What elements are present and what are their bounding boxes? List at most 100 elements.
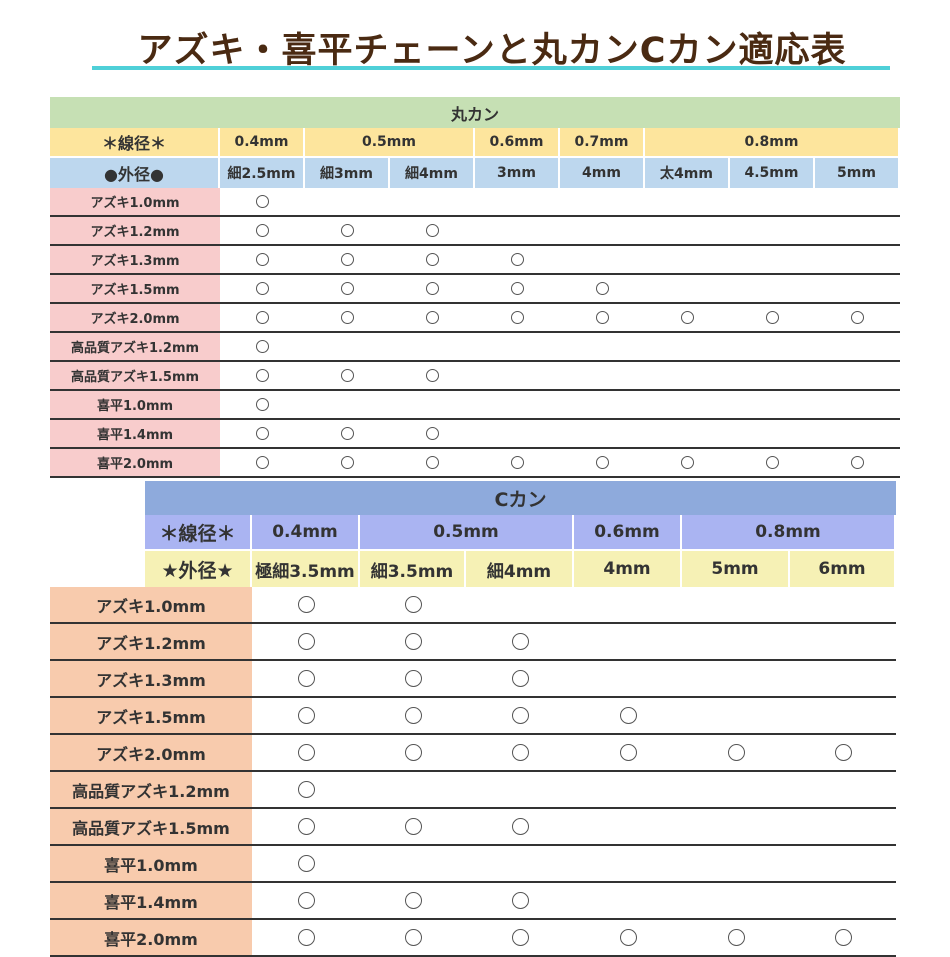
fit-circle-mark: [404, 818, 422, 835]
row-label: アズキ1.5mm: [50, 698, 252, 733]
row-label: アズキ2.0mm: [50, 735, 252, 770]
outer-diameter-header: 太4mm: [645, 158, 728, 188]
row-divider: [50, 733, 896, 735]
fit-circle-mark: [596, 456, 609, 469]
row-label: 高品質アズキ1.2mm: [50, 772, 252, 807]
fit-circle-mark: [256, 311, 269, 324]
row-label: アズキ1.3mm: [50, 661, 252, 696]
outer-label-header: ★外径★: [145, 551, 250, 587]
outer-diameter-header: 4mm: [574, 551, 680, 587]
fit-circle-mark: [404, 670, 422, 687]
fit-circle-mark: [297, 707, 315, 724]
row-label: 高品質アズキ1.2mm: [50, 333, 220, 360]
row-label: 喜平1.0mm: [50, 846, 252, 881]
fit-circle-mark: [256, 456, 269, 469]
fit-circle-mark: [341, 369, 354, 382]
outer-diameter-header: 3mm: [475, 158, 558, 188]
outer-diameter-header: 細4mm: [390, 158, 473, 188]
fit-circle-mark: [297, 929, 315, 946]
fit-circle-mark: [297, 855, 315, 872]
wire-diameter-header: 0.8mm: [645, 128, 898, 156]
fit-circle-mark: [511, 892, 529, 909]
outer-diameter-header: 細3.5mm: [360, 551, 464, 587]
row-divider: [50, 418, 900, 420]
fit-circle-mark: [727, 929, 745, 946]
row-divider: [50, 696, 896, 698]
fit-circle-mark: [341, 253, 354, 266]
fit-circle-mark: [511, 818, 529, 835]
fit-circle-mark: [681, 311, 694, 324]
wire-diameter-header: 0.8mm: [682, 515, 894, 549]
outer-diameter-header: 4.5mm: [730, 158, 813, 188]
wire-diameter-header: 0.5mm: [360, 515, 572, 549]
fit-circle-mark: [256, 282, 269, 295]
wire-label-header: ＊線径＊: [145, 515, 250, 549]
wire-diameter-header: 0.5mm: [305, 128, 473, 156]
row-divider: [50, 273, 900, 275]
row-divider: [50, 360, 900, 362]
fit-circle-mark: [341, 456, 354, 469]
fit-circle-mark: [766, 311, 779, 324]
fit-circle-mark: [404, 707, 422, 724]
row-label: 喜平2.0mm: [50, 920, 252, 955]
row-label: アズキ1.2mm: [50, 217, 220, 244]
fit-circle-mark: [297, 818, 315, 835]
fit-circle-mark: [256, 427, 269, 440]
row-label: 喜平1.0mm: [50, 391, 220, 418]
table-title: 丸カン: [50, 97, 900, 128]
row-label: 高品質アズキ1.5mm: [50, 362, 220, 389]
outer-diameter-header: 細3mm: [305, 158, 388, 188]
row-divider: [50, 918, 896, 920]
row-label: アズキ1.0mm: [50, 188, 220, 215]
row-label: アズキ1.3mm: [50, 246, 220, 273]
fit-circle-mark: [426, 224, 439, 237]
fit-circle-mark: [511, 670, 529, 687]
fit-circle-mark: [834, 744, 852, 761]
row-divider: [50, 447, 900, 449]
fit-circle-mark: [404, 929, 422, 946]
fit-circle-mark: [256, 369, 269, 382]
fit-circle-mark: [404, 892, 422, 909]
wire-label-header: ＊線径＊: [50, 128, 218, 156]
row-divider: [50, 807, 896, 809]
fit-circle-mark: [426, 253, 439, 266]
fit-circle-mark: [297, 670, 315, 687]
fit-circle-mark: [426, 311, 439, 324]
outer-diameter-header: 6mm: [790, 551, 894, 587]
fit-circle-mark: [511, 744, 529, 761]
row-divider: [50, 215, 900, 217]
row-label: 高品質アズキ1.5mm: [50, 809, 252, 844]
row-divider: [50, 389, 900, 391]
fit-circle-mark: [426, 427, 439, 440]
outer-diameter-header: 4mm: [560, 158, 643, 188]
fit-circle-mark: [681, 456, 694, 469]
row-label: アズキ2.0mm: [50, 304, 220, 331]
outer-diameter-header: 5mm: [815, 158, 898, 188]
fit-circle-mark: [511, 311, 524, 324]
fit-circle-mark: [297, 596, 315, 613]
fit-circle-mark: [341, 282, 354, 295]
fit-circle-mark: [404, 633, 422, 650]
fit-circle-mark: [256, 398, 269, 411]
outer-diameter-header: 細2.5mm: [220, 158, 303, 188]
fit-circle-mark: [404, 596, 422, 613]
row-divider: [50, 302, 900, 304]
row-label: アズキ1.0mm: [50, 587, 252, 622]
fit-circle-mark: [619, 744, 637, 761]
fit-circle-mark: [426, 369, 439, 382]
title-underline: [92, 66, 890, 70]
fit-circle-mark: [426, 282, 439, 295]
row-divider: [50, 622, 896, 624]
fit-circle-mark: [404, 744, 422, 761]
row-label: アズキ1.5mm: [50, 275, 220, 302]
fit-circle-mark: [727, 744, 745, 761]
row-label: 喜平1.4mm: [50, 883, 252, 918]
fit-circle-mark: [297, 892, 315, 909]
fit-circle-mark: [511, 253, 524, 266]
row-label: アズキ1.2mm: [50, 624, 252, 659]
fit-circle-mark: [256, 195, 269, 208]
wire-diameter-header: 0.6mm: [475, 128, 558, 156]
fit-circle-mark: [619, 929, 637, 946]
fit-circle-mark: [256, 224, 269, 237]
row-divider: [50, 476, 900, 478]
